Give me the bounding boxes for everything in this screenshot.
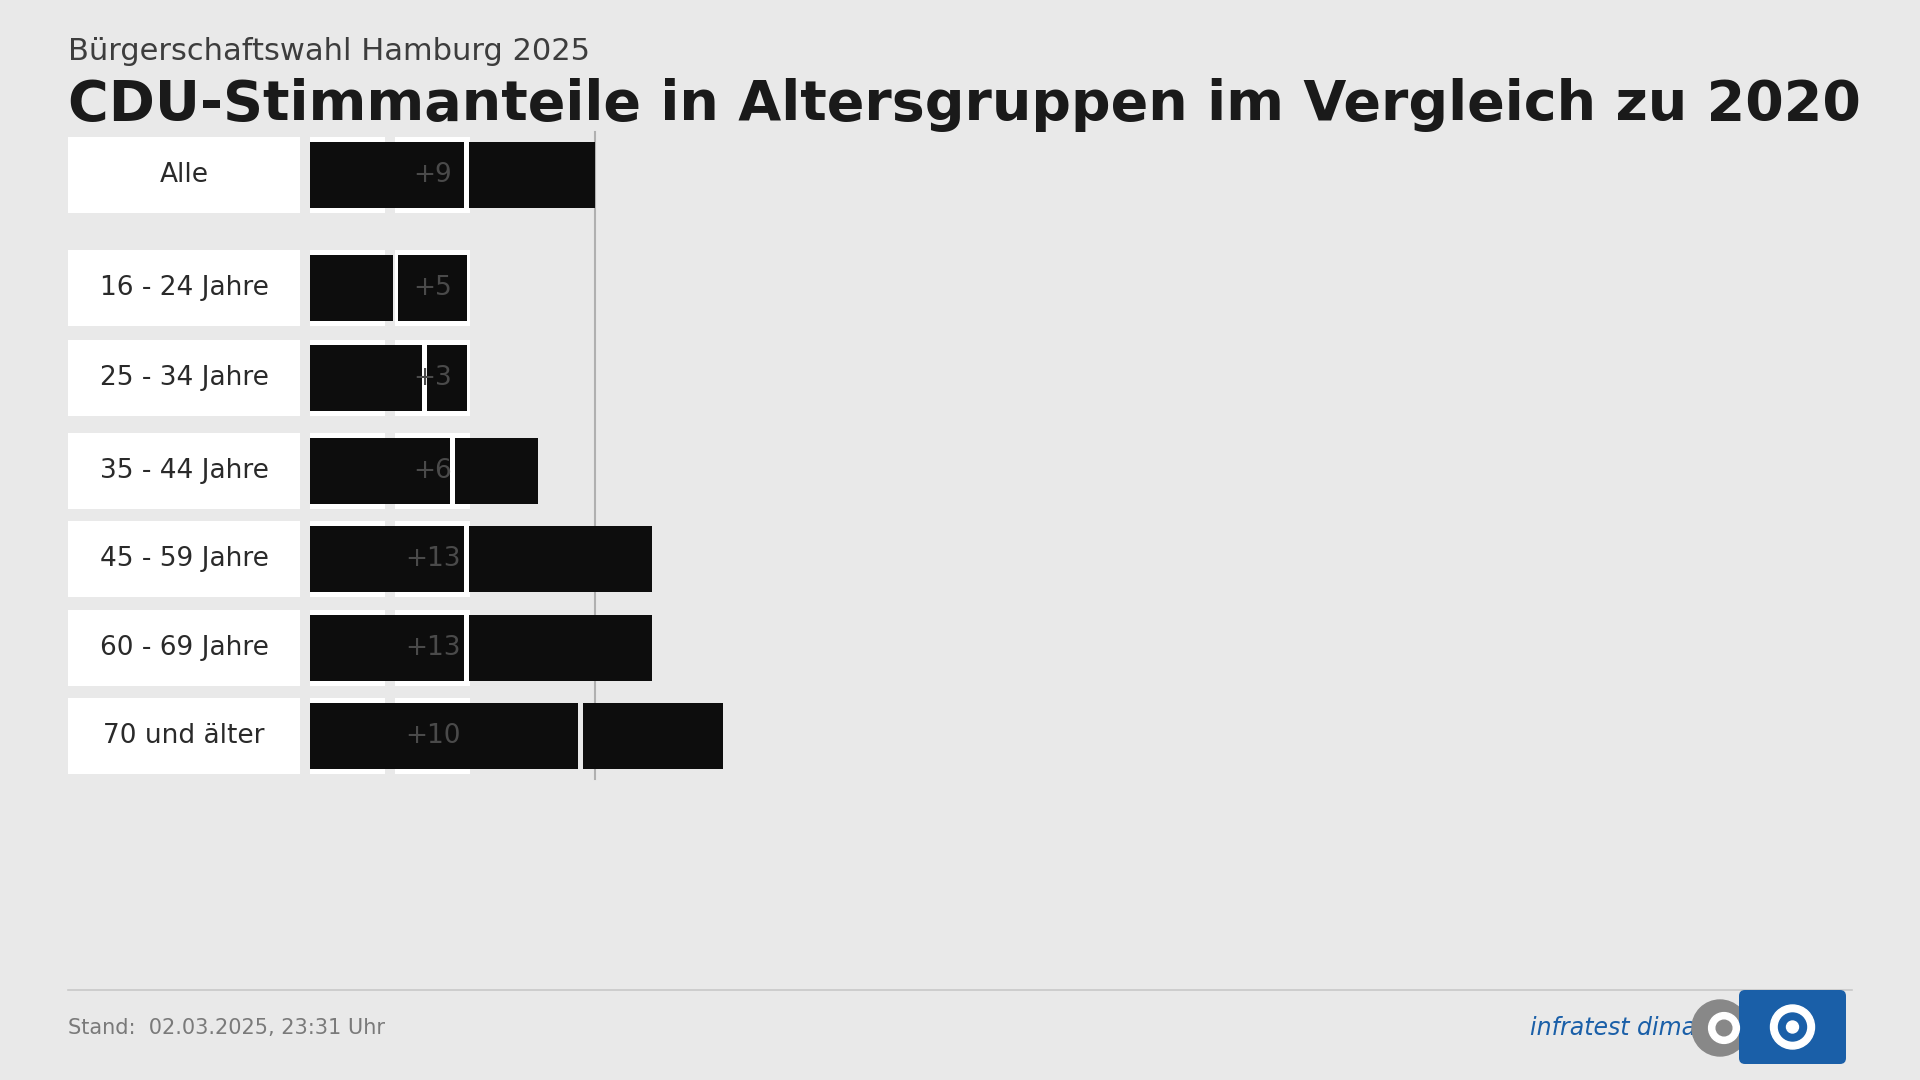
Circle shape (1786, 1021, 1799, 1032)
FancyBboxPatch shape (396, 610, 470, 686)
FancyBboxPatch shape (67, 340, 300, 416)
FancyBboxPatch shape (396, 698, 470, 774)
FancyBboxPatch shape (468, 526, 653, 593)
Text: 16: 16 (319, 451, 376, 491)
FancyBboxPatch shape (397, 255, 467, 322)
FancyBboxPatch shape (309, 137, 386, 213)
FancyBboxPatch shape (396, 521, 470, 597)
FancyBboxPatch shape (396, 340, 470, 416)
FancyBboxPatch shape (468, 141, 595, 208)
FancyBboxPatch shape (67, 698, 300, 774)
FancyBboxPatch shape (309, 345, 422, 411)
Text: Alle: Alle (159, 162, 209, 188)
Text: +13: +13 (405, 635, 461, 661)
Text: 45 - 59 Jahre: 45 - 59 Jahre (100, 546, 269, 572)
Text: Stand:  02.03.2025, 23:31 Uhr: Stand: 02.03.2025, 23:31 Uhr (67, 1018, 386, 1038)
FancyBboxPatch shape (67, 137, 300, 213)
Text: 20: 20 (319, 156, 376, 195)
Text: 11: 11 (319, 268, 376, 308)
Text: +3: +3 (413, 365, 451, 391)
Text: CDU-Stimmanteile in Altersgruppen im Vergleich zu 2020: CDU-Stimmanteile in Altersgruppen im Ver… (67, 78, 1860, 132)
FancyBboxPatch shape (584, 703, 724, 769)
Text: +10: +10 (405, 723, 461, 750)
Text: 25 - 34 Jahre: 25 - 34 Jahre (100, 365, 269, 391)
FancyBboxPatch shape (309, 615, 465, 681)
Circle shape (1709, 1013, 1740, 1043)
FancyBboxPatch shape (396, 137, 470, 213)
Text: 11: 11 (319, 357, 376, 399)
FancyBboxPatch shape (309, 255, 394, 322)
FancyBboxPatch shape (309, 698, 386, 774)
Text: 24: 24 (319, 627, 376, 669)
Circle shape (1770, 1005, 1814, 1049)
FancyBboxPatch shape (396, 433, 470, 509)
Text: 24: 24 (319, 539, 376, 579)
FancyBboxPatch shape (455, 437, 538, 504)
FancyBboxPatch shape (1740, 990, 1845, 1064)
Text: 29: 29 (319, 716, 376, 756)
FancyBboxPatch shape (309, 249, 386, 326)
FancyBboxPatch shape (67, 610, 300, 686)
FancyBboxPatch shape (67, 521, 300, 597)
Text: infratest dimap: infratest dimap (1530, 1016, 1711, 1040)
Text: 16 - 24 Jahre: 16 - 24 Jahre (100, 275, 269, 301)
FancyBboxPatch shape (468, 615, 653, 681)
Text: +13: +13 (405, 546, 461, 572)
FancyBboxPatch shape (67, 249, 300, 326)
FancyBboxPatch shape (67, 433, 300, 509)
FancyBboxPatch shape (309, 340, 386, 416)
Circle shape (1692, 1000, 1747, 1056)
Circle shape (1778, 1013, 1807, 1041)
Text: +6: +6 (413, 458, 451, 484)
Circle shape (1716, 1021, 1732, 1036)
FancyBboxPatch shape (309, 437, 449, 504)
Text: +5: +5 (413, 275, 451, 301)
FancyBboxPatch shape (309, 526, 465, 593)
FancyBboxPatch shape (426, 345, 467, 411)
FancyBboxPatch shape (309, 610, 386, 686)
Text: 35 - 44 Jahre: 35 - 44 Jahre (100, 458, 269, 484)
FancyBboxPatch shape (309, 521, 386, 597)
FancyBboxPatch shape (396, 249, 470, 326)
FancyBboxPatch shape (309, 703, 578, 769)
FancyBboxPatch shape (309, 141, 465, 208)
Text: +9: +9 (413, 162, 451, 188)
Text: 60 - 69 Jahre: 60 - 69 Jahre (100, 635, 269, 661)
Text: 70 und älter: 70 und älter (104, 723, 265, 750)
Text: Bürgerschaftswahl Hamburg 2025: Bürgerschaftswahl Hamburg 2025 (67, 38, 589, 67)
FancyBboxPatch shape (309, 433, 386, 509)
